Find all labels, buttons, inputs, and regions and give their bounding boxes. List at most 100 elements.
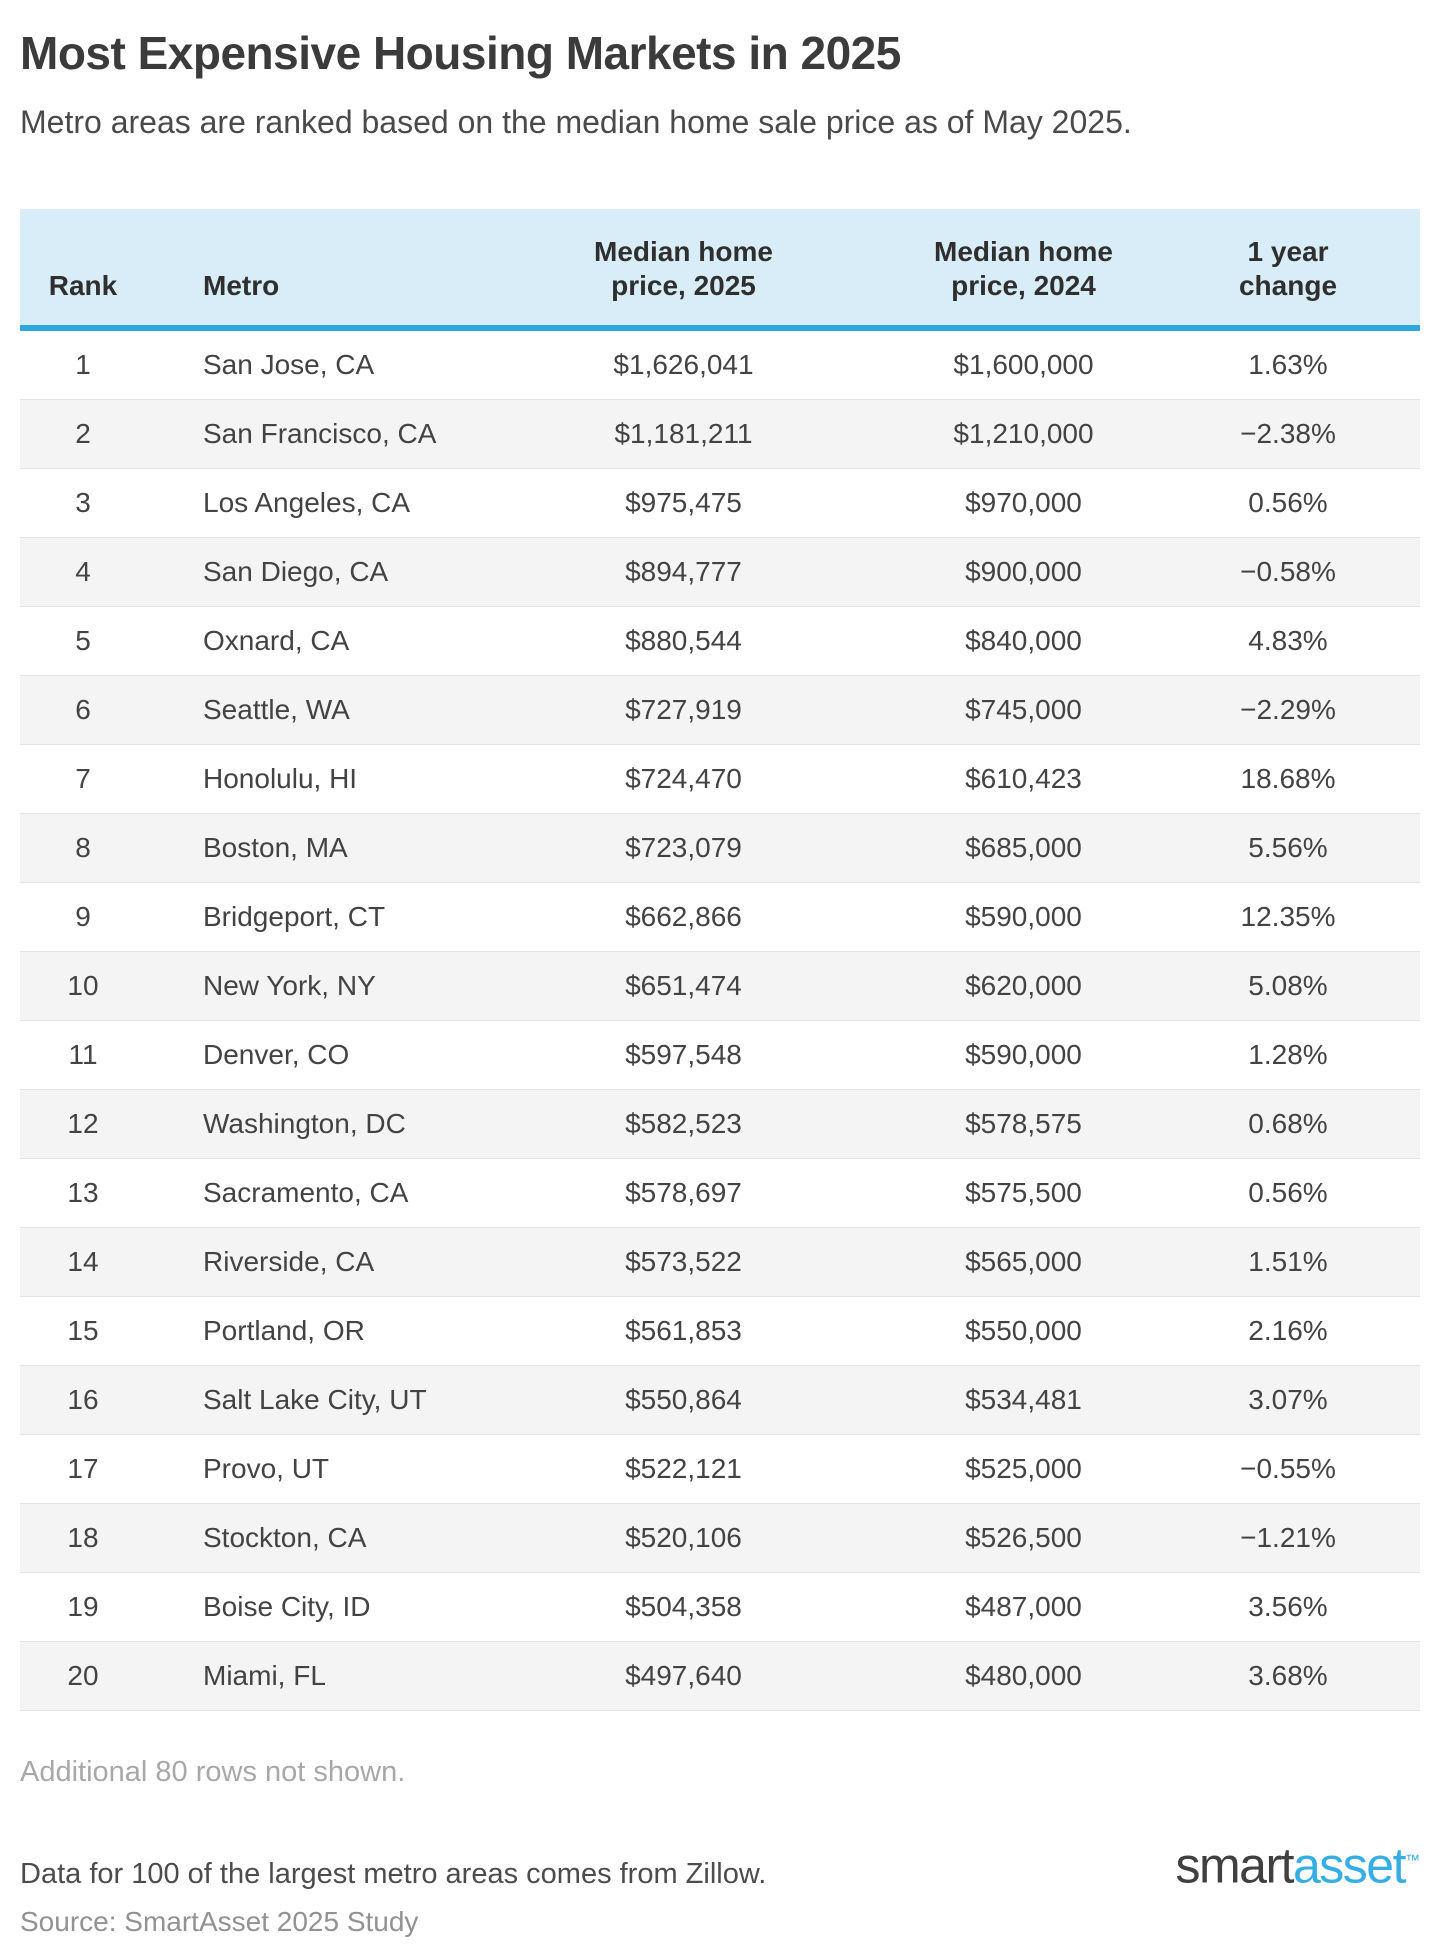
rank-cell: 17	[20, 1434, 146, 1504]
column-header-price-2024: Median home price, 2024	[891, 209, 1156, 331]
table-row: 5 Oxnard, CA $880,544 $840,000 4.83%	[20, 606, 1420, 676]
change-cell: −2.29%	[1156, 675, 1420, 745]
change-cell: 2.16%	[1156, 1296, 1420, 1366]
data-source-note: Data for 100 of the largest metro areas …	[20, 1857, 767, 1890]
price-2025-cell: $727,919	[476, 675, 891, 745]
metro-cell: Denver, CO	[146, 1020, 476, 1090]
price-2024-cell: $620,000	[891, 951, 1156, 1021]
price-2024-cell: $610,423	[891, 744, 1156, 814]
change-cell: −2.38%	[1156, 399, 1420, 469]
column-header-change: 1 year change	[1156, 209, 1420, 331]
change-cell: 12.35%	[1156, 882, 1420, 952]
metro-cell: San Diego, CA	[146, 537, 476, 607]
metro-cell: New York, NY	[146, 951, 476, 1021]
metro-cell: Provo, UT	[146, 1434, 476, 1504]
price-2024-cell: $480,000	[891, 1641, 1156, 1711]
trademark-symbol: ™	[1405, 1852, 1420, 1869]
table-row: 6 Seattle, WA $727,919 $745,000 −2.29%	[20, 675, 1420, 745]
change-cell: 3.68%	[1156, 1641, 1420, 1711]
column-header-line: Median home	[594, 236, 773, 267]
table-row: 17 Provo, UT $522,121 $525,000 −0.55%	[20, 1434, 1420, 1504]
metro-cell: Riverside, CA	[146, 1227, 476, 1297]
price-2025-cell: $573,522	[476, 1227, 891, 1297]
metro-cell: Portland, OR	[146, 1296, 476, 1366]
logo-text-asset: asset	[1292, 1837, 1407, 1894]
rank-cell: 10	[20, 951, 146, 1021]
metro-cell: San Jose, CA	[146, 328, 476, 400]
table-row: 7 Honolulu, HI $724,470 $610,423 18.68%	[20, 744, 1420, 814]
column-header-price-2025: Median home price, 2025	[476, 209, 891, 331]
price-2024-cell: $590,000	[891, 1020, 1156, 1090]
table-row: 11 Denver, CO $597,548 $590,000 1.28%	[20, 1020, 1420, 1090]
smartasset-logo: smartasset™	[1175, 1841, 1420, 1891]
table-row: 18 Stockton, CA $520,106 $526,500 −1.21%	[20, 1503, 1420, 1573]
change-cell: 0.56%	[1156, 468, 1420, 538]
page-title: Most Expensive Housing Markets in 2025	[20, 27, 901, 79]
rank-cell: 3	[20, 468, 146, 538]
change-cell: 5.56%	[1156, 813, 1420, 883]
price-2024-cell: $1,210,000	[891, 399, 1156, 469]
rank-cell: 20	[20, 1641, 146, 1711]
change-cell: −1.21%	[1156, 1503, 1420, 1573]
table-row: 4 San Diego, CA $894,777 $900,000 −0.58%	[20, 537, 1420, 607]
price-2025-cell: $597,548	[476, 1020, 891, 1090]
table-row: 19 Boise City, ID $504,358 $487,000 3.56%	[20, 1572, 1420, 1642]
table-row: 16 Salt Lake City, UT $550,864 $534,481 3.07…	[20, 1365, 1420, 1435]
source-note: Source: SmartAsset 2025 Study	[20, 1905, 419, 1937]
metro-cell: Honolulu, HI	[146, 744, 476, 814]
rank-cell: 13	[20, 1158, 146, 1228]
rank-cell: 14	[20, 1227, 146, 1297]
table-row: 13 Sacramento, CA $578,697 $575,500 0.56%	[20, 1158, 1420, 1228]
table-header-row: Rank Metro Median home price, 2025 Media…	[20, 209, 1420, 331]
price-2024-cell: $575,500	[891, 1158, 1156, 1228]
price-2024-cell: $578,575	[891, 1089, 1156, 1159]
price-2024-cell: $745,000	[891, 675, 1156, 745]
table-row: 8 Boston, MA $723,079 $685,000 5.56%	[20, 813, 1420, 883]
price-2025-cell: $975,475	[476, 468, 891, 538]
rank-cell: 19	[20, 1572, 146, 1642]
table-row: 10 New York, NY $651,474 $620,000 5.08%	[20, 951, 1420, 1021]
metro-cell: Seattle, WA	[146, 675, 476, 745]
price-2025-cell: $497,640	[476, 1641, 891, 1711]
column-header-line: change	[1238, 270, 1338, 301]
price-2024-cell: $685,000	[891, 813, 1156, 883]
column-header-metro: Metro	[146, 209, 476, 331]
metro-cell: Sacramento, CA	[146, 1158, 476, 1228]
price-2025-cell: $662,866	[476, 882, 891, 952]
change-cell: 4.83%	[1156, 606, 1420, 676]
column-header-rank: Rank	[20, 209, 146, 331]
table-row: 1 San Jose, CA $1,626,041 $1,600,000 1.63%	[20, 328, 1420, 400]
price-2025-cell: $1,626,041	[476, 328, 891, 400]
rank-cell: 8	[20, 813, 146, 883]
rank-cell: 16	[20, 1365, 146, 1435]
change-cell: 0.56%	[1156, 1158, 1420, 1228]
price-2025-cell: $651,474	[476, 951, 891, 1021]
metro-cell: Washington, DC	[146, 1089, 476, 1159]
rank-cell: 15	[20, 1296, 146, 1366]
footer: Data for 100 of the largest metro areas …	[20, 1841, 1420, 1940]
price-2024-cell: $970,000	[891, 468, 1156, 538]
price-2024-cell: $1,600,000	[891, 328, 1156, 400]
table-body: 1 San Jose, CA $1,626,041 $1,600,000 1.63% 2 S…	[20, 328, 1420, 1711]
price-2025-cell: $504,358	[476, 1572, 891, 1642]
price-2025-cell: $582,523	[476, 1089, 891, 1159]
change-cell: 3.07%	[1156, 1365, 1420, 1435]
column-header-line: Median home	[934, 236, 1113, 267]
metro-cell: Miami, FL	[146, 1641, 476, 1711]
table-row: 2 San Francisco, CA $1,181,211 $1,210,000 −2…	[20, 399, 1420, 469]
change-cell: 1.51%	[1156, 1227, 1420, 1297]
table-row: 12 Washington, DC $582,523 $578,575 0.68%	[20, 1089, 1420, 1159]
additional-rows-note: Additional 80 rows not shown.	[20, 1756, 406, 1788]
column-header-line: price, 2024	[951, 270, 1096, 301]
column-header-line: Metro	[203, 270, 280, 301]
price-2025-cell: $578,697	[476, 1158, 891, 1228]
metro-cell: Boston, MA	[146, 813, 476, 883]
rank-cell: 2	[20, 399, 146, 469]
rank-cell: 4	[20, 537, 146, 607]
column-header-line: price, 2025	[611, 270, 756, 301]
ranking-table: Rank Metro Median home price, 2025 Media…	[20, 209, 1420, 1711]
change-cell: −0.58%	[1156, 537, 1420, 607]
metro-cell: Bridgeport, CT	[146, 882, 476, 952]
change-cell: 0.68%	[1156, 1089, 1420, 1159]
